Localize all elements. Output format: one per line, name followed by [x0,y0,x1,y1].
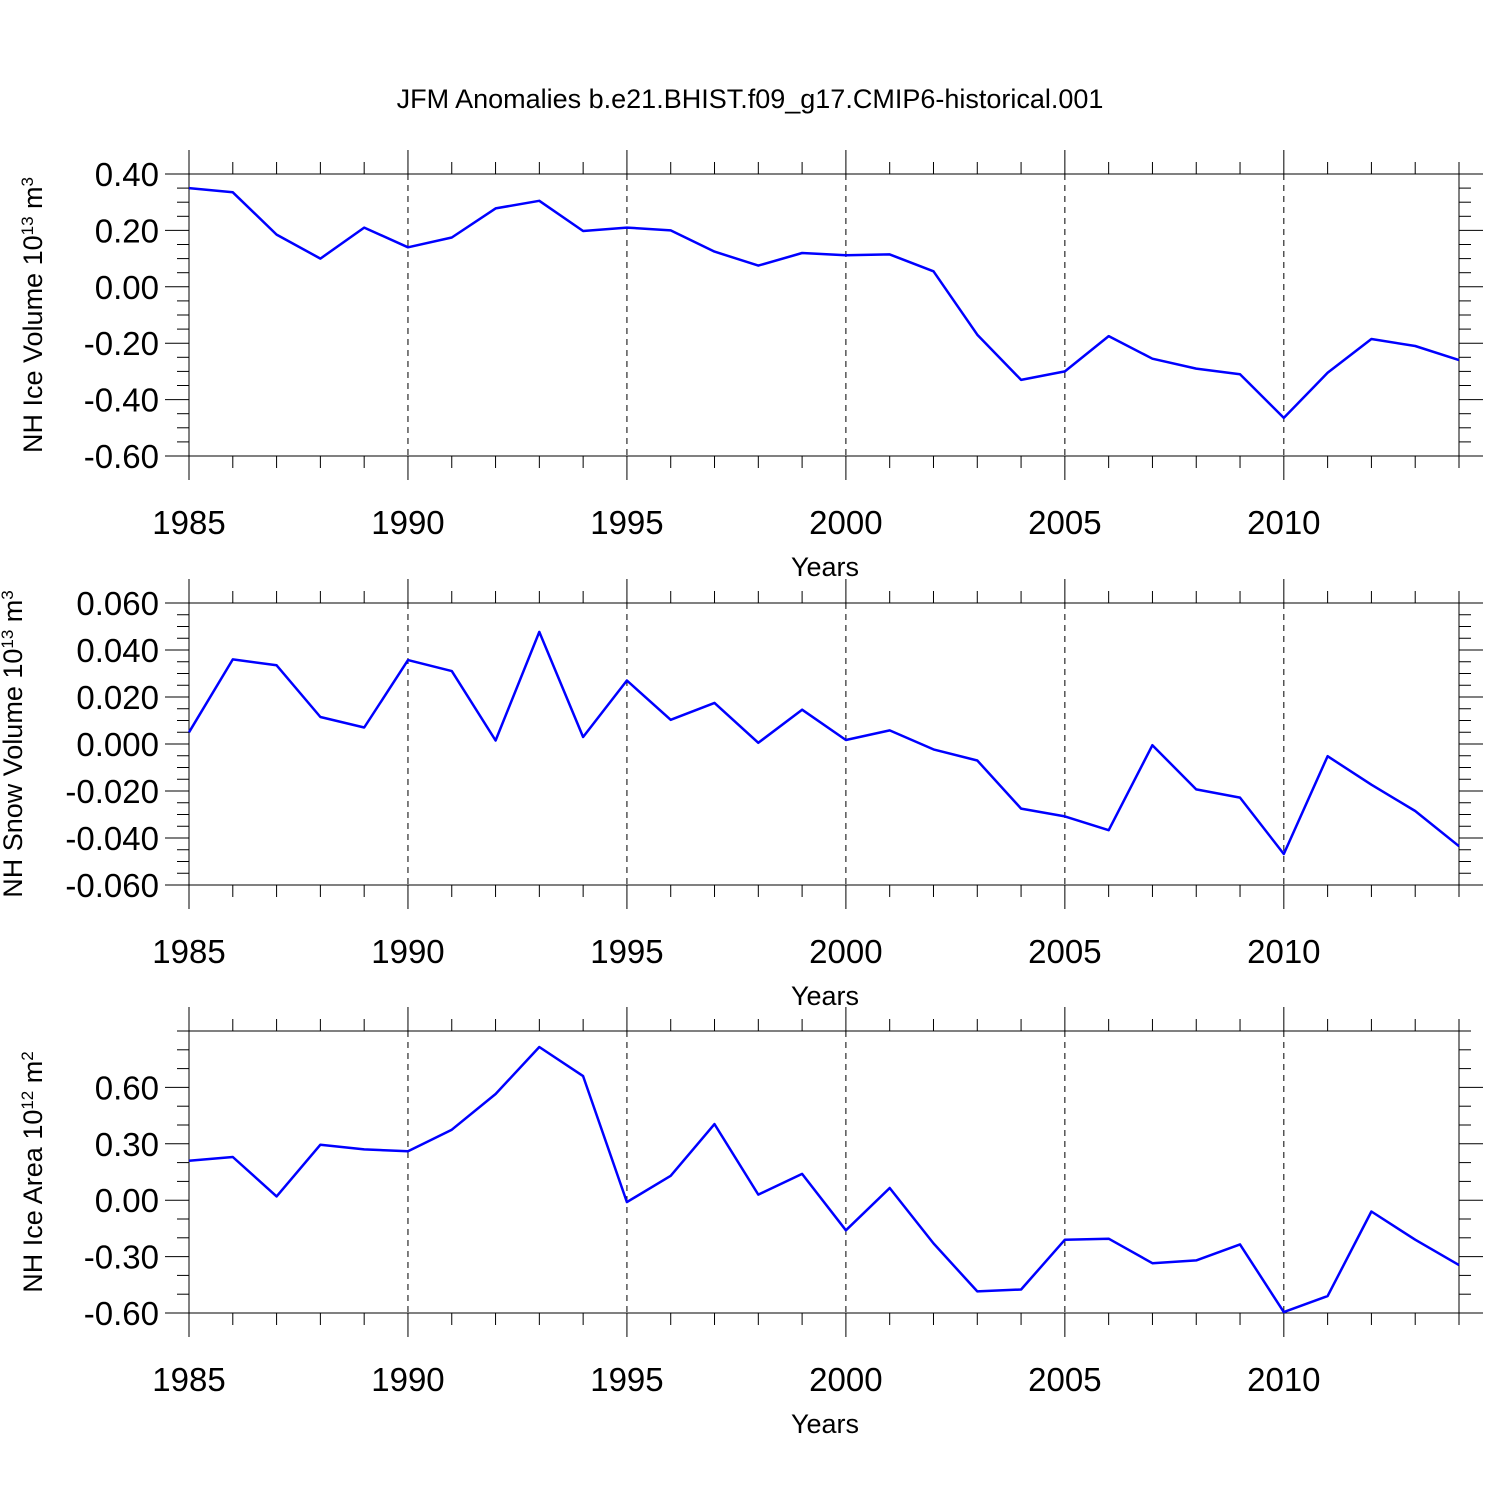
y-tick-label: -0.20 [84,325,159,362]
plot-frame [188,602,1460,886]
y-tick-label: 0.060 [76,585,159,622]
chart-panel-2: 0.060 0.040 0.020 0.000 -0.020 -0.040 -0.060 19… [0,579,1483,1011]
y-tick-label: 0.30 [95,1126,159,1163]
x-tick-label: 2005 [1028,504,1101,541]
y-tick-label: -0.060 [65,867,159,904]
plot-frame [188,1030,1460,1314]
x-tick-label: 2005 [1028,1361,1101,1398]
y-tick-label: -0.40 [84,382,159,419]
y-tick-label: -0.60 [84,1295,159,1332]
y-axis-title-superscript: 13 [0,630,17,649]
x-tick-label: 2000 [809,933,882,970]
y-tick-label: 0.040 [76,632,159,669]
y-axis-title-superscript: 2 [18,1051,37,1060]
x-tick-label: 2000 [809,1361,882,1398]
y-axis-title: NH Snow Volume 1013 m3 [0,590,28,898]
x-tick-label: 1985 [152,1361,225,1398]
x-tick-label: 2005 [1028,933,1101,970]
y-tick-label: 0.00 [95,1182,159,1219]
y-tick-label: -0.040 [65,820,159,857]
series-line [188,186,1460,420]
y-tick-label: 0.20 [95,212,159,249]
y-tick-label: 0.020 [76,679,159,716]
x-tick-label: 1995 [590,504,663,541]
y-axis-title-text: NH Ice Volume 10 [18,235,48,453]
x-tick-label: 2010 [1247,504,1320,541]
y-axis-title-text: m [18,1061,48,1091]
x-tick-label: 1990 [371,1361,444,1398]
y-tick-label: 0.40 [95,156,159,193]
x-tick-label: 1990 [371,504,444,541]
figure-title: JFM Anomalies b.e21.BHIST.f09_g17.CMIP6-… [396,84,1104,114]
x-axis-title: Years [791,981,859,1011]
x-tick-label: 2000 [809,504,882,541]
y-axis-title: NH Ice Volume 1013 m3 [18,177,49,453]
y-axis-title-text: m [0,600,28,630]
plot-frame [188,173,1460,457]
y-tick-label: -0.60 [84,438,159,475]
y-axis-title: NH Ice Area 1012 m2 [18,1051,49,1292]
y-axis-title-superscript: 12 [18,1091,37,1110]
x-tick-label: 1995 [590,1361,663,1398]
x-tick-label: 1985 [152,504,225,541]
y-tick-label: -0.30 [84,1239,159,1276]
series-line [188,1045,1460,1314]
y-tick-label: 0.00 [95,269,159,306]
y-tick-label: 0.60 [95,1069,159,1106]
y-axis-title-superscript: 3 [18,177,37,186]
x-tick-label: 2010 [1247,933,1320,970]
y-axis-title-text: NH Snow Volume 10 [0,649,28,898]
y-axis-title-text: m [18,186,48,216]
y-tick-label: -0.020 [65,773,159,810]
x-axis-title: Years [791,552,859,582]
x-tick-label: 1995 [590,933,663,970]
y-tick-label: 0.000 [76,726,159,763]
x-tick-label: 2010 [1247,1361,1320,1398]
x-tick-label: 1985 [152,933,225,970]
x-tick-label: 1990 [371,933,444,970]
y-axis-title-superscript: 13 [18,216,37,235]
y-axis-title-superscript: 3 [0,590,17,599]
y-axis-title-text: NH Ice Area 10 [18,1110,48,1293]
chart-panel-1: 0.40 0.20 0.00 -0.20 -0.40 -0.60 1985 1990 1995 2… [18,150,1483,582]
series-line [187,630,1460,856]
chart-panel-3: 0.60 0.30 0.00 -0.30 -0.60 1985 1990 1995 2000 20… [18,1007,1483,1439]
x-axis-title: Years [791,1409,859,1439]
